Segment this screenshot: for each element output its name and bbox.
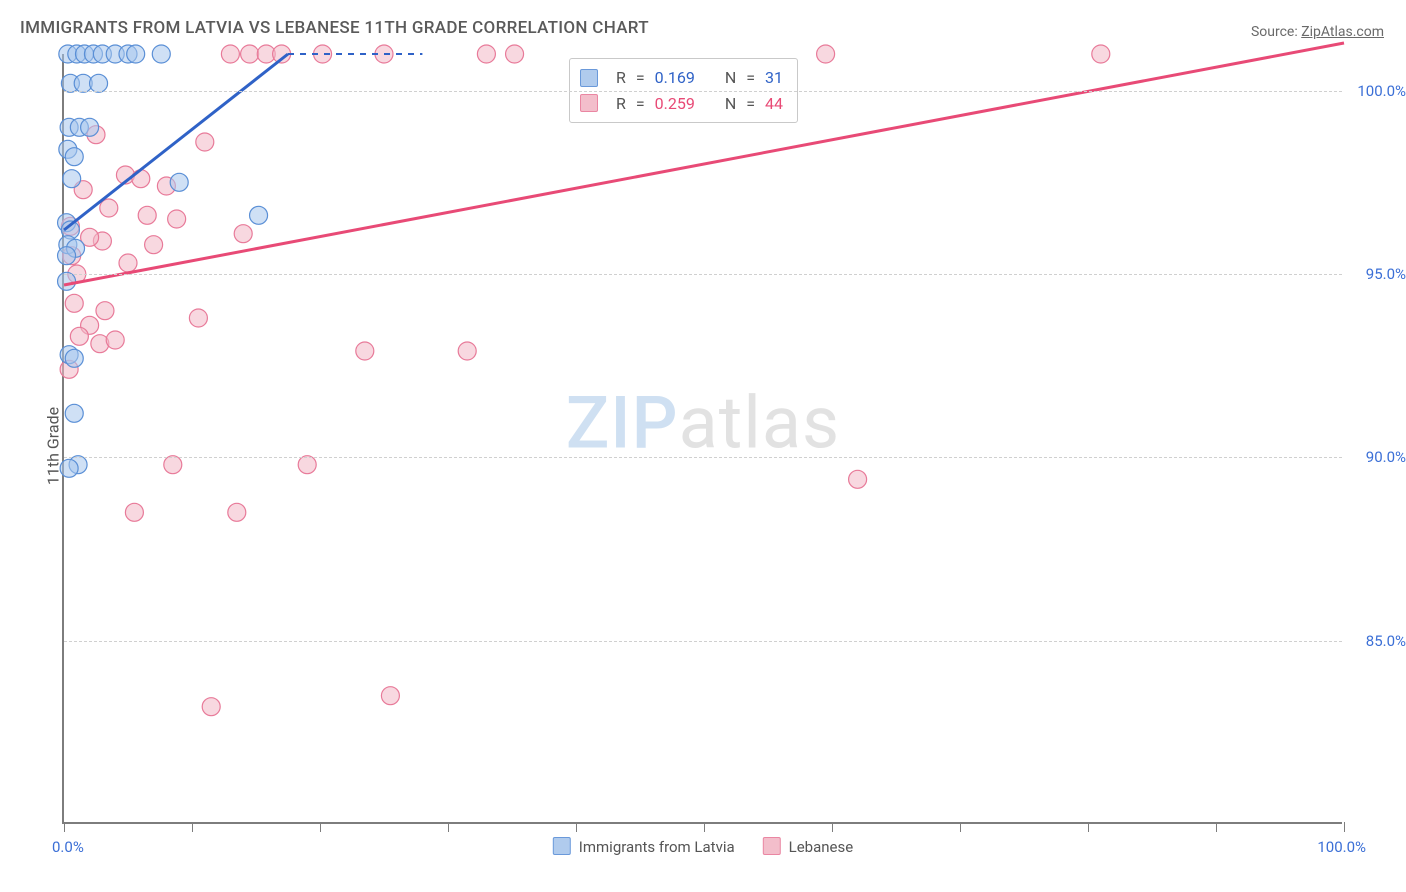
swatch-lebanese <box>763 837 781 855</box>
source-label: Source: <box>1251 24 1301 40</box>
n-value-lebanese: 44 <box>765 91 783 117</box>
gridline-horizontal <box>64 641 1342 642</box>
swatch-latvia <box>580 69 598 87</box>
chart-title: IMMIGRANTS FROM LATVIA VS LEBANESE 11TH … <box>20 18 649 38</box>
plot-area: ZIPatlas R = 0.169 N = 31 R = 0.259 N = … <box>62 54 1342 824</box>
source-attribution: Source: ZipAtlas.com <box>1251 24 1384 40</box>
bottom-legend: Immigrants from Latvia Lebanese <box>553 837 853 856</box>
n-label: N <box>725 91 736 117</box>
gridline-horizontal <box>64 91 1342 92</box>
r-label: R <box>616 65 626 91</box>
x-tick <box>64 822 65 832</box>
source-link[interactable]: ZipAtlas.com <box>1301 24 1384 40</box>
x-tick <box>1216 822 1217 832</box>
x-tick <box>192 822 193 832</box>
x-tick <box>960 822 961 832</box>
y-tick-label: 90.0% <box>1350 448 1406 466</box>
x-axis-min-label: 0.0% <box>52 838 84 856</box>
eq-sign: = <box>636 65 645 91</box>
y-axis-label: 11th Grade <box>44 407 63 485</box>
x-axis-max-label: 100.0% <box>1317 838 1366 856</box>
r-label: R <box>616 91 626 117</box>
swatch-lebanese <box>580 94 598 112</box>
y-tick-label: 95.0% <box>1350 265 1406 283</box>
x-tick <box>1344 822 1345 832</box>
chart-svg <box>64 54 1342 822</box>
x-tick <box>448 822 449 832</box>
gridline-horizontal <box>64 457 1342 458</box>
eq-sign: = <box>636 91 645 117</box>
n-value-latvia: 31 <box>765 65 783 91</box>
x-tick <box>576 822 577 832</box>
eq-sign: = <box>746 65 755 91</box>
stats-row-lebanese: R = 0.259 N = 44 <box>580 91 783 117</box>
y-tick-label: 85.0% <box>1350 632 1406 650</box>
x-tick <box>832 822 833 832</box>
r-value-latvia: 0.169 <box>655 65 695 91</box>
gridline-horizontal <box>64 274 1342 275</box>
eq-sign: = <box>746 91 755 117</box>
x-tick <box>1088 822 1089 832</box>
legend-item-lebanese: Lebanese <box>763 837 854 856</box>
legend-label-lebanese: Lebanese <box>789 838 854 856</box>
stats-row-latvia: R = 0.169 N = 31 <box>580 65 783 91</box>
x-tick <box>320 822 321 832</box>
x-tick <box>704 822 705 832</box>
legend-label-latvia: Immigrants from Latvia <box>579 838 735 856</box>
swatch-latvia <box>553 837 571 855</box>
n-label: N <box>725 65 736 91</box>
y-tick-label: 100.0% <box>1350 82 1406 100</box>
legend-item-latvia: Immigrants from Latvia <box>553 837 735 856</box>
r-value-lebanese: 0.259 <box>655 91 695 117</box>
